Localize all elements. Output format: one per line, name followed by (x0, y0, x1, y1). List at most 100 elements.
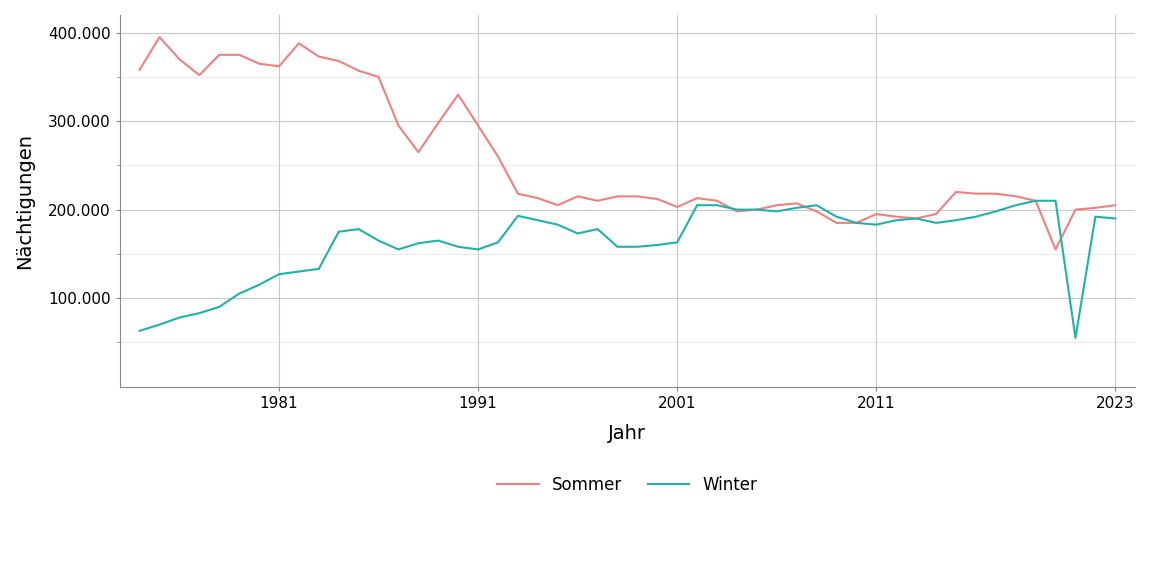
Sommer (351, 67, 365, 74)
Winter (810, 202, 824, 209)
Winter (889, 217, 903, 223)
Sommer (770, 202, 783, 209)
Winter (570, 230, 584, 237)
Winter (829, 213, 843, 220)
Sommer (233, 51, 247, 58)
Sommer (909, 215, 923, 222)
Sommer (192, 71, 206, 78)
Sommer (930, 211, 943, 218)
Winter (551, 221, 564, 228)
Line: Sommer: Sommer (139, 37, 1115, 249)
Winter (392, 246, 406, 253)
Sommer (790, 200, 804, 207)
Winter (930, 219, 943, 226)
Winter (291, 268, 305, 275)
Winter (132, 327, 146, 334)
Winter (272, 271, 286, 278)
Winter (431, 237, 445, 244)
Sommer (551, 202, 564, 209)
Winter (452, 243, 465, 250)
Winter (233, 290, 247, 297)
Sommer (1029, 198, 1043, 204)
Winter (351, 226, 365, 233)
Sommer (252, 60, 266, 67)
Y-axis label: Nächtigungen: Nächtigungen (15, 133, 35, 269)
Winter (1069, 335, 1083, 342)
Winter (1108, 215, 1122, 222)
Sommer (312, 53, 326, 60)
Sommer (173, 56, 187, 63)
Winter (1089, 213, 1102, 220)
Winter (192, 310, 206, 317)
Winter (411, 240, 425, 247)
Sommer (452, 91, 465, 98)
Winter (173, 314, 187, 321)
Winter (1048, 198, 1062, 204)
Sommer (372, 74, 386, 81)
Sommer (1048, 246, 1062, 253)
Sommer (491, 153, 505, 160)
Winter (909, 215, 923, 222)
Sommer (291, 40, 305, 47)
Winter (969, 213, 983, 220)
Winter (1009, 202, 1023, 209)
Sommer (651, 195, 665, 202)
Winter (730, 206, 744, 213)
Sommer (1108, 202, 1122, 209)
Sommer (152, 33, 166, 40)
Sommer (810, 208, 824, 215)
Winter (252, 281, 266, 288)
Sommer (750, 206, 764, 213)
Winter (949, 217, 963, 223)
X-axis label: Jahr: Jahr (608, 425, 646, 444)
Winter (312, 266, 326, 272)
Winter (750, 206, 764, 213)
Sommer (411, 149, 425, 156)
Winter (332, 228, 346, 235)
Sommer (132, 66, 146, 73)
Sommer (272, 63, 286, 70)
Sommer (511, 190, 525, 197)
Line: Winter: Winter (139, 201, 1115, 338)
Sommer (889, 213, 903, 220)
Winter (770, 208, 783, 215)
Winter (630, 243, 644, 250)
Sommer (1089, 204, 1102, 211)
Sommer (670, 203, 684, 210)
Sommer (471, 122, 485, 129)
Winter (471, 246, 485, 253)
Winter (511, 213, 525, 219)
Winter (611, 243, 624, 250)
Winter (651, 241, 665, 248)
Sommer (531, 195, 545, 202)
Sommer (690, 195, 704, 202)
Sommer (570, 193, 584, 200)
Winter (690, 202, 704, 209)
Sommer (392, 122, 406, 129)
Sommer (1069, 206, 1083, 213)
Winter (710, 202, 723, 209)
Sommer (988, 190, 1002, 197)
Sommer (829, 219, 843, 226)
Sommer (870, 211, 884, 218)
Sommer (730, 208, 744, 215)
Sommer (710, 198, 723, 204)
Winter (670, 239, 684, 246)
Sommer (332, 58, 346, 65)
Winter (1029, 198, 1043, 204)
Winter (870, 221, 884, 228)
Sommer (630, 193, 644, 200)
Winter (152, 321, 166, 328)
Sommer (212, 51, 226, 58)
Sommer (949, 188, 963, 195)
Winter (849, 219, 863, 226)
Sommer (969, 190, 983, 197)
Sommer (591, 198, 605, 204)
Winter (531, 217, 545, 223)
Legend: Sommer, Winter: Sommer, Winter (491, 469, 764, 501)
Winter (491, 239, 505, 246)
Sommer (1009, 193, 1023, 200)
Winter (988, 208, 1002, 215)
Sommer (431, 119, 445, 126)
Winter (591, 226, 605, 233)
